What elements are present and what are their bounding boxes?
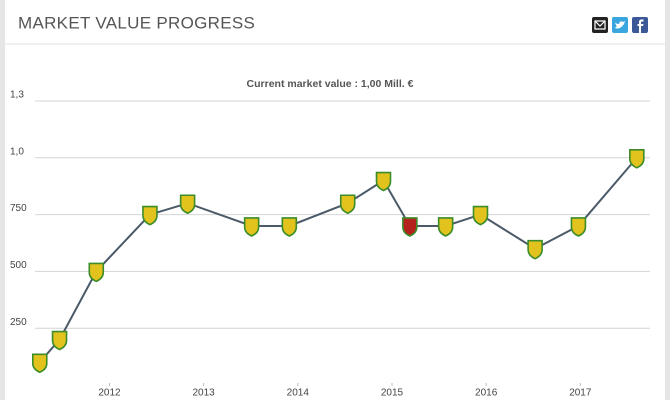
club-marker (281, 217, 298, 237)
club-marker (629, 149, 645, 169)
y-tick-label: 750 (10, 203, 27, 214)
club-marker (31, 353, 48, 374)
club-marker (179, 194, 196, 215)
club-marker (402, 217, 418, 237)
club-marker (472, 205, 489, 226)
club-marker (527, 239, 543, 260)
y-tick-label: 500 (10, 260, 27, 271)
share-icons[interactable] (592, 17, 648, 33)
x-tick-label: 2014 (287, 388, 310, 399)
y-tick-label: 1,0 (10, 146, 24, 157)
x-tick-label: 2016 (475, 388, 498, 399)
club-marker (243, 217, 260, 237)
panel (5, 0, 665, 400)
widget-title: MARKET VALUE PROGRESS (18, 13, 255, 32)
club-marker (437, 217, 454, 237)
club-marker (51, 330, 68, 351)
club-marker (339, 194, 356, 215)
club-marker (570, 217, 587, 237)
x-tick-label: 2013 (193, 388, 216, 399)
club-marker (375, 171, 392, 192)
y-tick-label: 1,3 (10, 90, 24, 101)
y-tick-label: 250 (10, 317, 27, 328)
x-tick-label: 2012 (98, 388, 121, 399)
club-marker (88, 262, 105, 283)
chart-subtitle: Current market value : 1,00 Mill. € (247, 78, 414, 90)
x-tick-label: 2015 (381, 388, 404, 399)
x-tick-label: 2017 (569, 388, 592, 399)
club-marker (142, 205, 158, 226)
